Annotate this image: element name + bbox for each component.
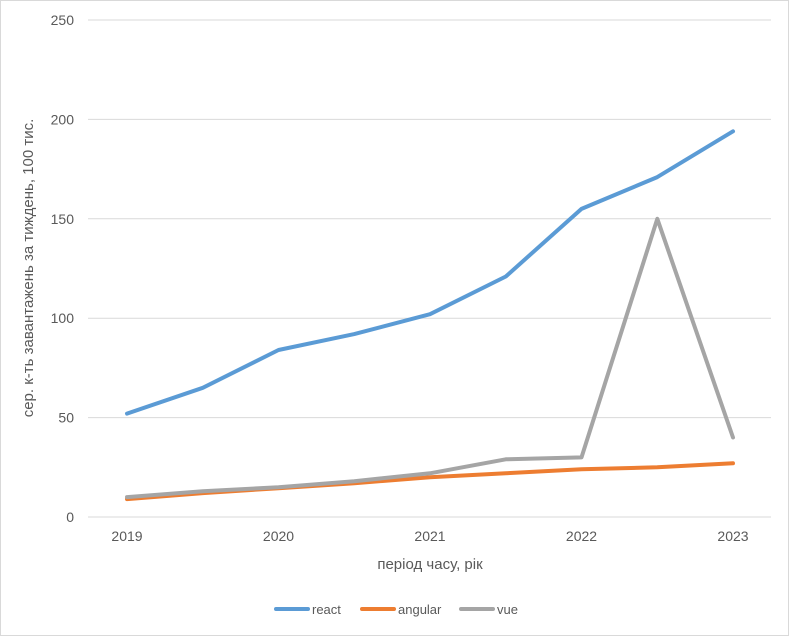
x-tick-label: 2019 — [111, 528, 142, 544]
legend-item-angular: angular — [360, 602, 442, 617]
series-line-react — [125, 129, 735, 416]
y-tick-label: 50 — [58, 410, 74, 426]
gridlines — [88, 19, 771, 518]
series-lines — [125, 129, 735, 502]
x-axis-tick-labels: 2019 2020 2021 2022 2023 — [111, 528, 748, 544]
y-tick-label: 250 — [51, 12, 75, 28]
legend-item-vue: vue — [459, 602, 518, 617]
y-tick-label: 100 — [51, 310, 75, 326]
legend-label: angular — [398, 602, 442, 617]
legend-item-react: react — [274, 602, 341, 617]
y-tick-label: 200 — [51, 111, 75, 127]
x-tick-label: 2020 — [263, 528, 294, 544]
y-axis-title: сер. к-ть завантажень за тиждень, 100 ти… — [20, 119, 37, 418]
x-tick-label: 2021 — [414, 528, 445, 544]
x-tick-label: 2023 — [717, 528, 748, 544]
x-axis-title: період часу, рік — [377, 556, 483, 573]
y-axis-tick-labels: 0 50 100 150 200 250 — [51, 12, 75, 525]
legend: react angular vue — [274, 602, 518, 617]
legend-label: vue — [497, 602, 518, 617]
series-line-angular — [125, 461, 735, 502]
series-line-vue — [125, 216, 735, 500]
y-tick-label: 150 — [51, 211, 75, 227]
legend-label: react — [312, 602, 341, 617]
x-tick-label: 2022 — [566, 528, 597, 544]
y-tick-label: 0 — [66, 509, 74, 525]
